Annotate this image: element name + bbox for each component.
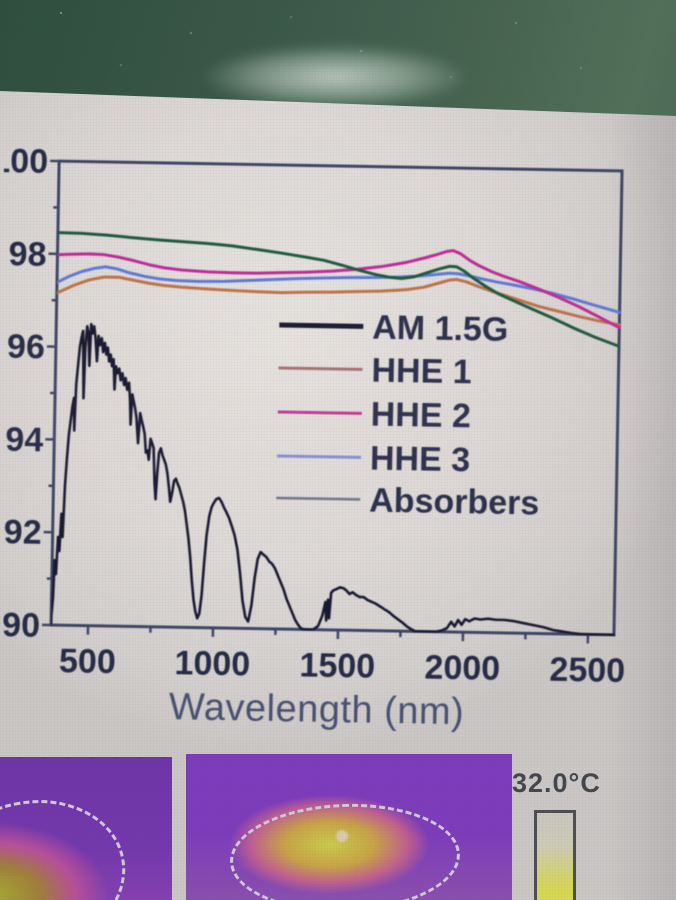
- y-tick-label: 96: [7, 328, 45, 367]
- legend: AM 1.5G HHE 1 HHE 2 HHE 3 Absorbers: [276, 309, 540, 523]
- x-tick-labels: 500 1000 1500 2000 2500: [59, 642, 626, 690]
- x-tick-label: 2500: [549, 651, 625, 690]
- dust-specks: [60, 12, 62, 14]
- curve-am-1-5g: [51, 322, 616, 636]
- curve-hhe-3: [55, 265, 622, 314]
- temperature-colorbar: [534, 810, 576, 900]
- y-tick-label: 92: [3, 513, 41, 552]
- y-tick-label: 90: [2, 606, 40, 645]
- legend-line-am-1-5g: [279, 322, 364, 329]
- legend-label: HHE 1: [371, 352, 472, 392]
- thermal-center-spot: [336, 830, 348, 842]
- legend-item-am-1-5g: AM 1.5G: [279, 309, 509, 349]
- sample-outline-dashed-ellipse: [0, 782, 140, 900]
- x-tick-label: 1000: [174, 644, 250, 683]
- legend-label: HHE 2: [370, 396, 471, 436]
- axis-ticks: [42, 159, 590, 644]
- y-tick-label: 100: [0, 142, 48, 181]
- legend-line-hhe-3: [276, 454, 362, 459]
- legend-item-hhe-1: HHE 1: [278, 352, 472, 392]
- y-tick-label: 98: [8, 235, 46, 274]
- legend-item-absorbers: Absorbers: [276, 482, 540, 523]
- legend-item-hhe-3: HHE 3: [276, 440, 471, 480]
- legend-line-hhe-1: [278, 366, 363, 371]
- colorbar-max-temperature-label: 32.0°C: [512, 768, 601, 798]
- curve-hhe-1: [54, 275, 621, 327]
- plot-frame: [49, 159, 624, 637]
- y-tick-label: 94: [5, 421, 44, 460]
- sample-outline-dashed-ellipse: [228, 800, 462, 900]
- x-tick-label: 1500: [299, 646, 375, 685]
- x-tick-label: 2000: [424, 649, 500, 688]
- legend-label: Absorbers: [369, 482, 540, 523]
- light-glare: [200, 44, 470, 110]
- curve-hhe-2: [55, 249, 621, 330]
- thermal-image-2: [186, 754, 512, 900]
- legend-item-hhe-2: HHE 2: [277, 396, 471, 436]
- thermal-image-1: [0, 757, 172, 900]
- curve-absorbers: [55, 231, 621, 348]
- curves: [51, 231, 622, 636]
- legend-label: AM 1.5G: [372, 309, 509, 349]
- x-axis-title: Wavelength (nm): [169, 686, 465, 733]
- legend-label: HHE 3: [370, 440, 471, 480]
- legend-line-hhe-2: [277, 410, 362, 415]
- y-tick-labels: 100 98 96 94 92 90: [0, 142, 48, 645]
- x-tick-label: 500: [59, 642, 116, 681]
- emissivity-spectrum-chart: 100 98 96 94 92 90 500 1000 1500 2000 25…: [0, 142, 626, 733]
- legend-line-absorbers: [276, 496, 361, 501]
